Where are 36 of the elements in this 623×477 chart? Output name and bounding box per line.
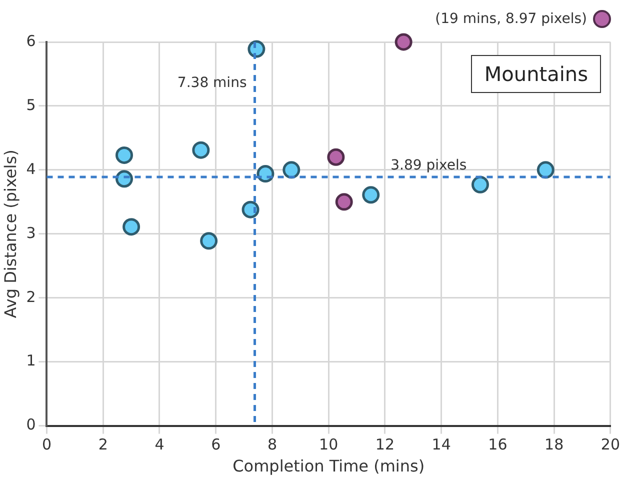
- x-tick-label: 16: [488, 436, 508, 454]
- y-tick-label: 1: [26, 352, 36, 370]
- y-tick-label: 4: [26, 160, 36, 178]
- x-tick-label: 14: [432, 436, 451, 454]
- y-tick-label: 0: [26, 416, 36, 434]
- ref-line-label: 3.89 pixels: [390, 158, 467, 174]
- point: [116, 146, 134, 164]
- point: [327, 148, 345, 166]
- x-tick-label: 0: [42, 436, 52, 454]
- x-tick-label: 2: [98, 436, 108, 454]
- point: [394, 33, 412, 51]
- x-tick-label: 4: [154, 436, 164, 454]
- x-tick-label: 18: [544, 436, 564, 454]
- point: [192, 141, 210, 159]
- text: (19 mins, 8.97 pixels): [435, 11, 587, 27]
- y-tick-label: 3: [26, 224, 36, 242]
- point: [536, 161, 554, 179]
- y-axis-title: Avg Distance (pixels): [0, 150, 20, 318]
- x-tick-label: 8: [267, 436, 277, 454]
- ref-line-label: 7.38 mins: [177, 75, 247, 92]
- y-tick-label: 5: [26, 96, 36, 114]
- x-tick-label: 20: [600, 436, 620, 454]
- y-tick-label: 6: [26, 32, 36, 50]
- point: [362, 186, 380, 204]
- point: [471, 176, 489, 194]
- point: [122, 218, 140, 236]
- point: [242, 200, 260, 218]
- text: Mountains: [471, 55, 601, 93]
- x-tick-label: 10: [319, 436, 338, 454]
- x-tick-label: 6: [211, 436, 221, 454]
- point: [282, 161, 300, 179]
- point: [200, 232, 218, 250]
- y-tick-label: 2: [26, 288, 36, 306]
- point: [335, 193, 353, 211]
- x-axis-title: Completion Time (mins): [232, 456, 425, 476]
- x-tick-label: 12: [375, 436, 395, 454]
